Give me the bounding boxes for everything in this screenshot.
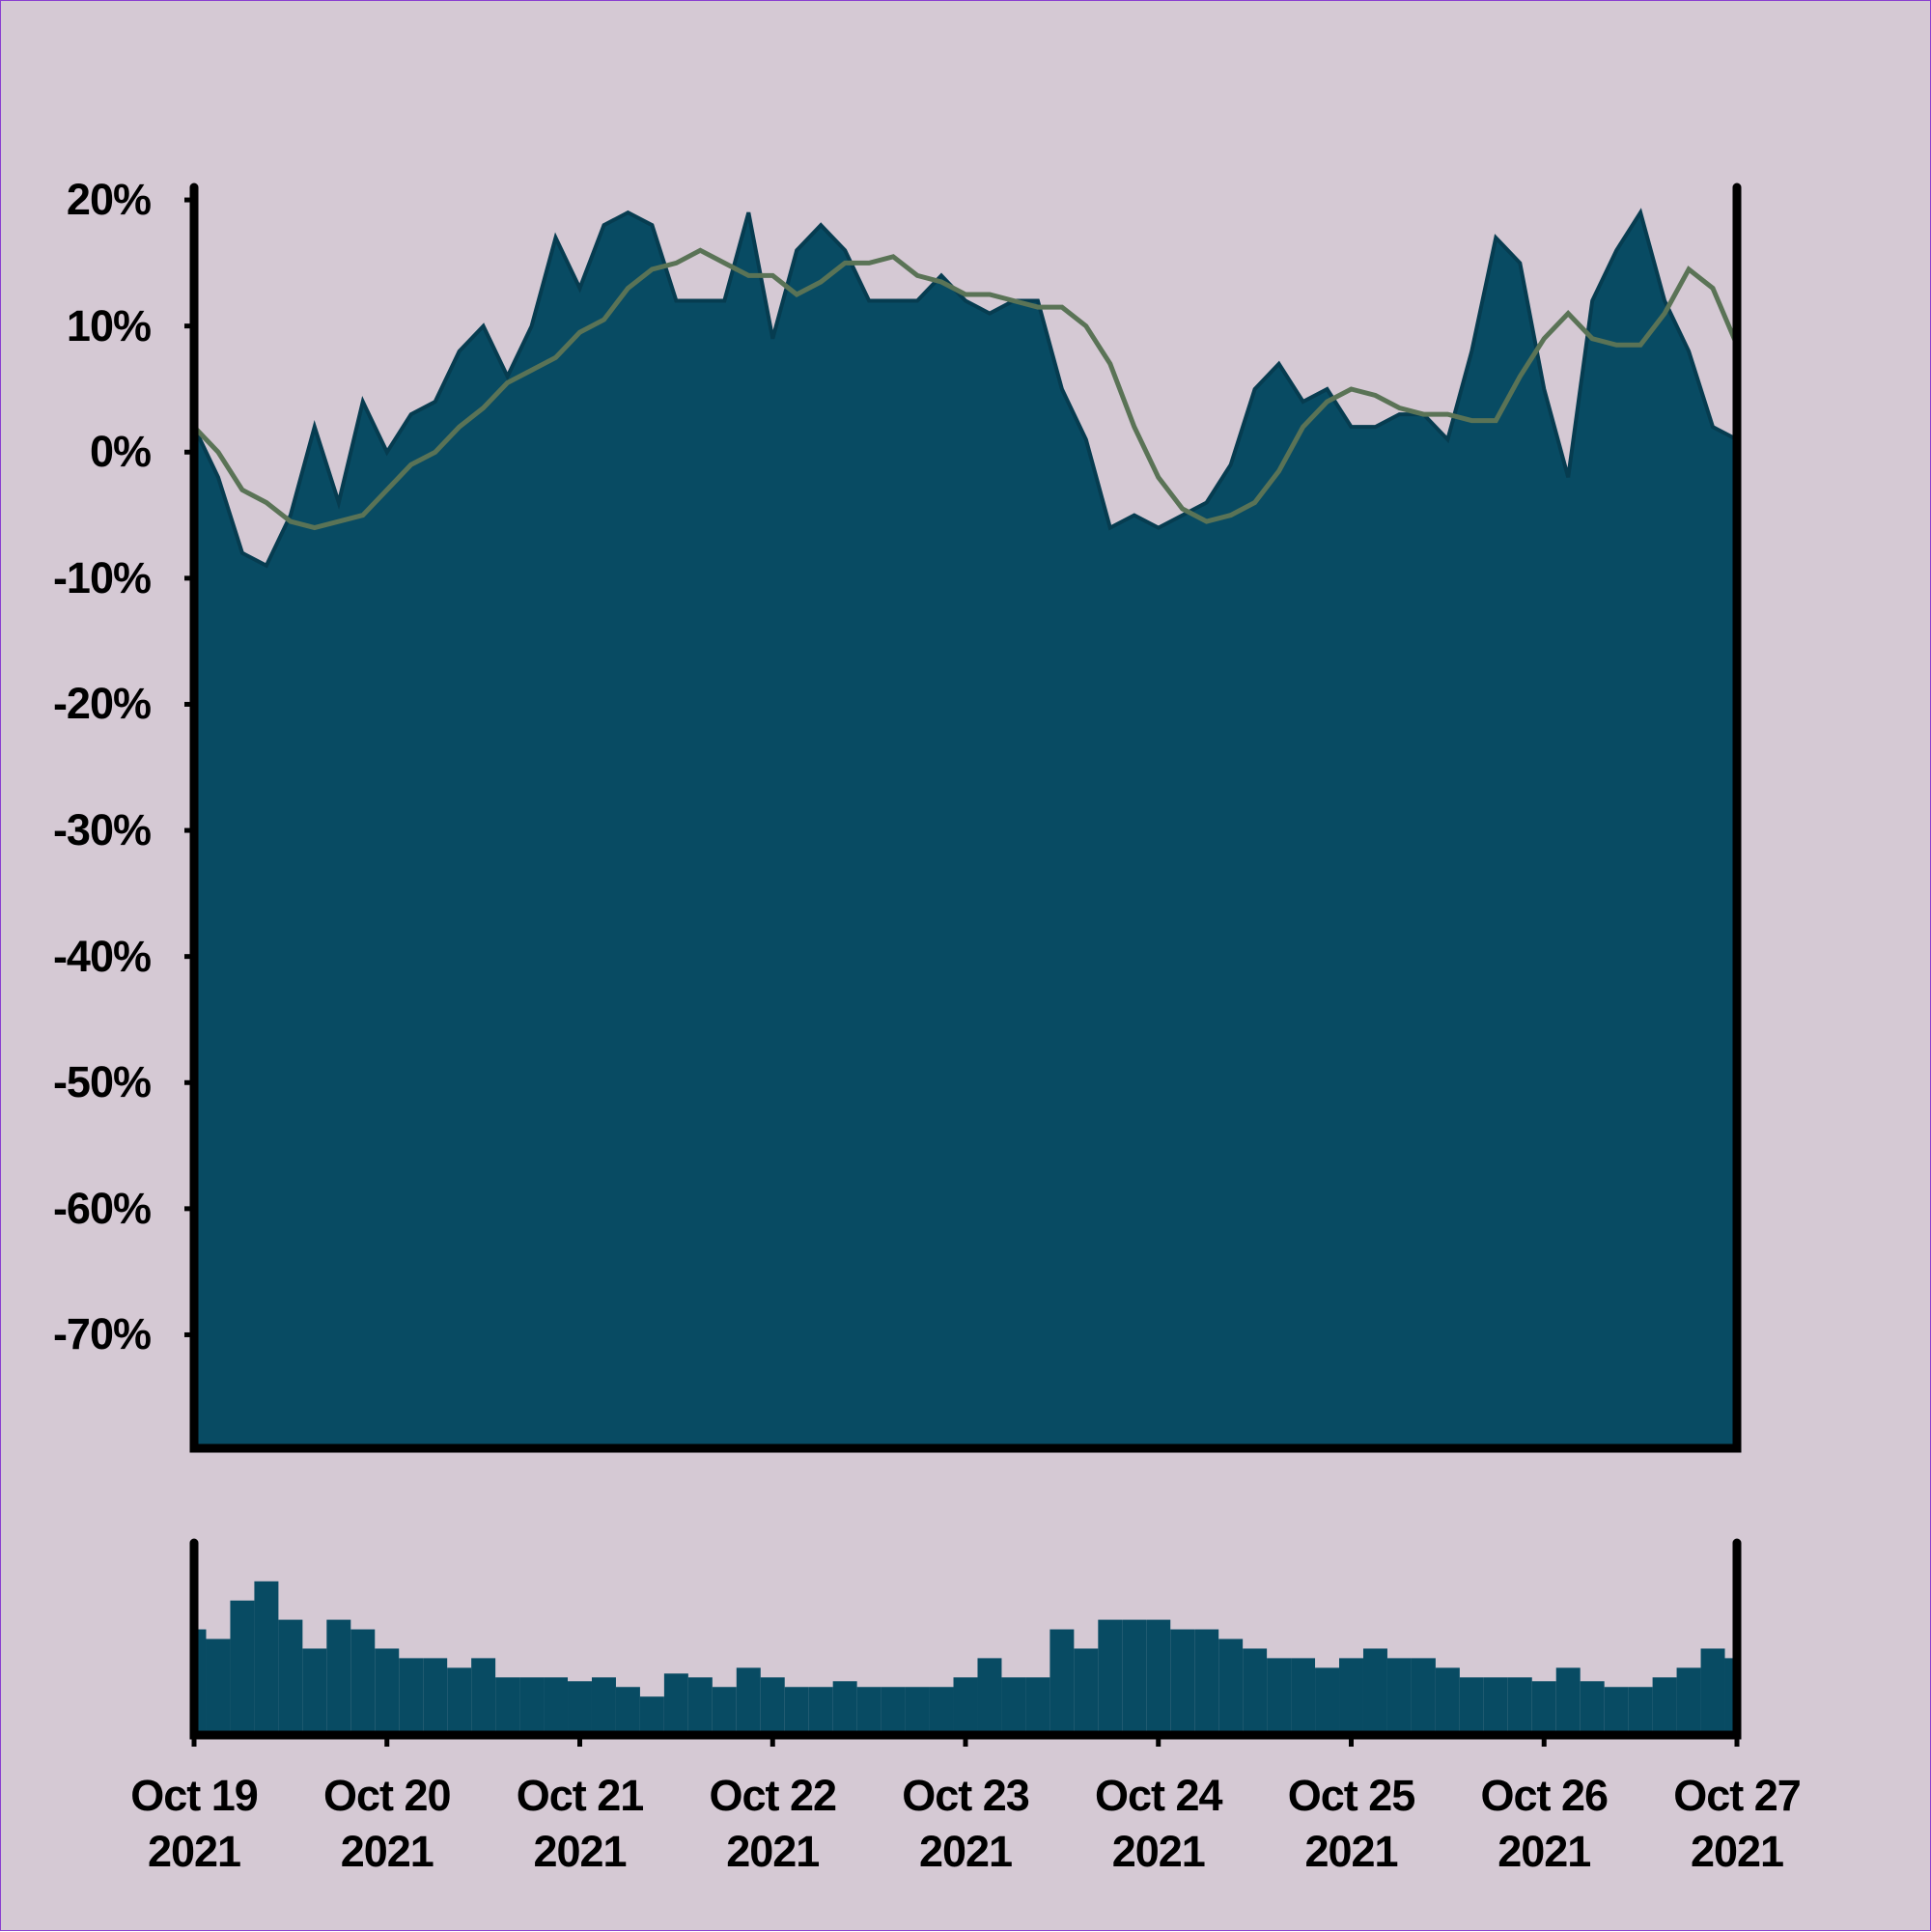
volume-bar <box>350 1629 376 1735</box>
volume-bar <box>1170 1629 1195 1735</box>
volume-bar <box>1074 1648 1099 1735</box>
y-tick-label: -10% <box>52 552 152 602</box>
volume-bar <box>832 1681 857 1735</box>
volume-bar <box>639 1696 664 1735</box>
volume-bar <box>302 1648 327 1735</box>
y-tick-label: -30% <box>52 805 152 855</box>
volume-bar <box>1049 1629 1075 1735</box>
volume-bar <box>1652 1677 1677 1735</box>
volume-bar <box>1700 1648 1725 1735</box>
volume-bar <box>1146 1619 1171 1735</box>
volume-bar <box>1676 1667 1701 1735</box>
volume-bar <box>544 1677 569 1735</box>
volume-bar <box>254 1581 279 1735</box>
y-tick-label: 0% <box>89 427 152 477</box>
volume-bar <box>1580 1681 1605 1735</box>
volume-bar <box>615 1687 640 1735</box>
y-tick-label: 10% <box>66 300 152 350</box>
volume-bar <box>712 1687 737 1735</box>
x-tick-label: Oct 27 2021 <box>1673 1771 1802 1876</box>
volume-bar <box>736 1667 761 1735</box>
volume-bar <box>905 1687 930 1735</box>
volume-bar <box>1122 1619 1147 1735</box>
volume-bar <box>1507 1677 1532 1735</box>
volume-bar <box>1459 1677 1484 1735</box>
volume-bar <box>423 1658 448 1735</box>
volume-bar <box>568 1681 592 1735</box>
x-tick-label: Oct 20 2021 <box>322 1771 452 1876</box>
volume-bar <box>1291 1658 1316 1735</box>
y-tick-label: -20% <box>52 679 152 729</box>
volume-bar <box>1001 1677 1026 1735</box>
volume-bar <box>326 1619 351 1735</box>
volume-bar <box>881 1687 906 1735</box>
x-tick-label: Oct 25 2021 <box>1287 1771 1416 1876</box>
volume-bar <box>953 1677 978 1735</box>
volume-bar <box>1435 1667 1460 1735</box>
y-tick-label: -50% <box>52 1057 152 1107</box>
volume-bar <box>447 1667 472 1735</box>
x-tick-label: Oct 26 2021 <box>1480 1771 1609 1876</box>
volume-bar <box>519 1677 545 1735</box>
volume-bar <box>760 1677 785 1735</box>
volume-bar <box>808 1687 833 1735</box>
y-tick-label: 20% <box>66 175 152 225</box>
volume-bar <box>399 1658 424 1735</box>
volume-bar <box>1098 1619 1123 1735</box>
volume-bar <box>375 1648 400 1735</box>
volume-bar <box>1194 1629 1219 1735</box>
volume-bar <box>230 1600 255 1735</box>
volume-bar <box>1628 1687 1653 1735</box>
axis-frame <box>189 1538 1742 1740</box>
volume-bar <box>784 1687 809 1735</box>
line <box>192 247 1740 531</box>
volume-bar <box>1411 1658 1436 1735</box>
volume-bar <box>1362 1648 1387 1735</box>
volume-bar <box>1386 1658 1412 1735</box>
volume-bar <box>278 1619 303 1735</box>
volume-bar <box>1604 1687 1629 1735</box>
x-tick-label: Oct 23 2021 <box>902 1771 1030 1876</box>
volume-bar <box>1315 1667 1340 1735</box>
x-tick-label: Oct 22 2021 <box>709 1771 837 1876</box>
volume-bar <box>1555 1667 1581 1735</box>
x-tick-label: Oct 21 2021 <box>516 1771 645 1876</box>
y-tick-label: -70% <box>52 1309 152 1359</box>
volume-bar <box>1339 1658 1363 1735</box>
volume-bar <box>1025 1677 1050 1735</box>
volume-bar <box>1483 1677 1508 1735</box>
volume-bar <box>1267 1658 1292 1735</box>
area <box>192 208 1739 1450</box>
volume-bar <box>977 1658 1002 1735</box>
volume-bar <box>856 1687 882 1735</box>
volume-bar <box>591 1677 616 1735</box>
volume-bar <box>495 1677 520 1735</box>
volume-bar <box>471 1658 496 1735</box>
y-tick-label: -60% <box>52 1183 152 1233</box>
volume-bar <box>1243 1648 1268 1735</box>
volume-bar <box>929 1687 954 1735</box>
axis-frame <box>189 182 1742 1453</box>
volume-bar <box>1218 1638 1244 1735</box>
x-tick-label: Oct 19 2021 <box>130 1771 259 1876</box>
x-tick-label: Oct 24 2021 <box>1094 1771 1223 1876</box>
volume-bar <box>1531 1681 1556 1735</box>
y-tick-label: -40% <box>52 931 152 981</box>
volume-bar <box>687 1677 713 1735</box>
volume-bar <box>663 1673 688 1735</box>
volume-bar <box>206 1638 231 1735</box>
